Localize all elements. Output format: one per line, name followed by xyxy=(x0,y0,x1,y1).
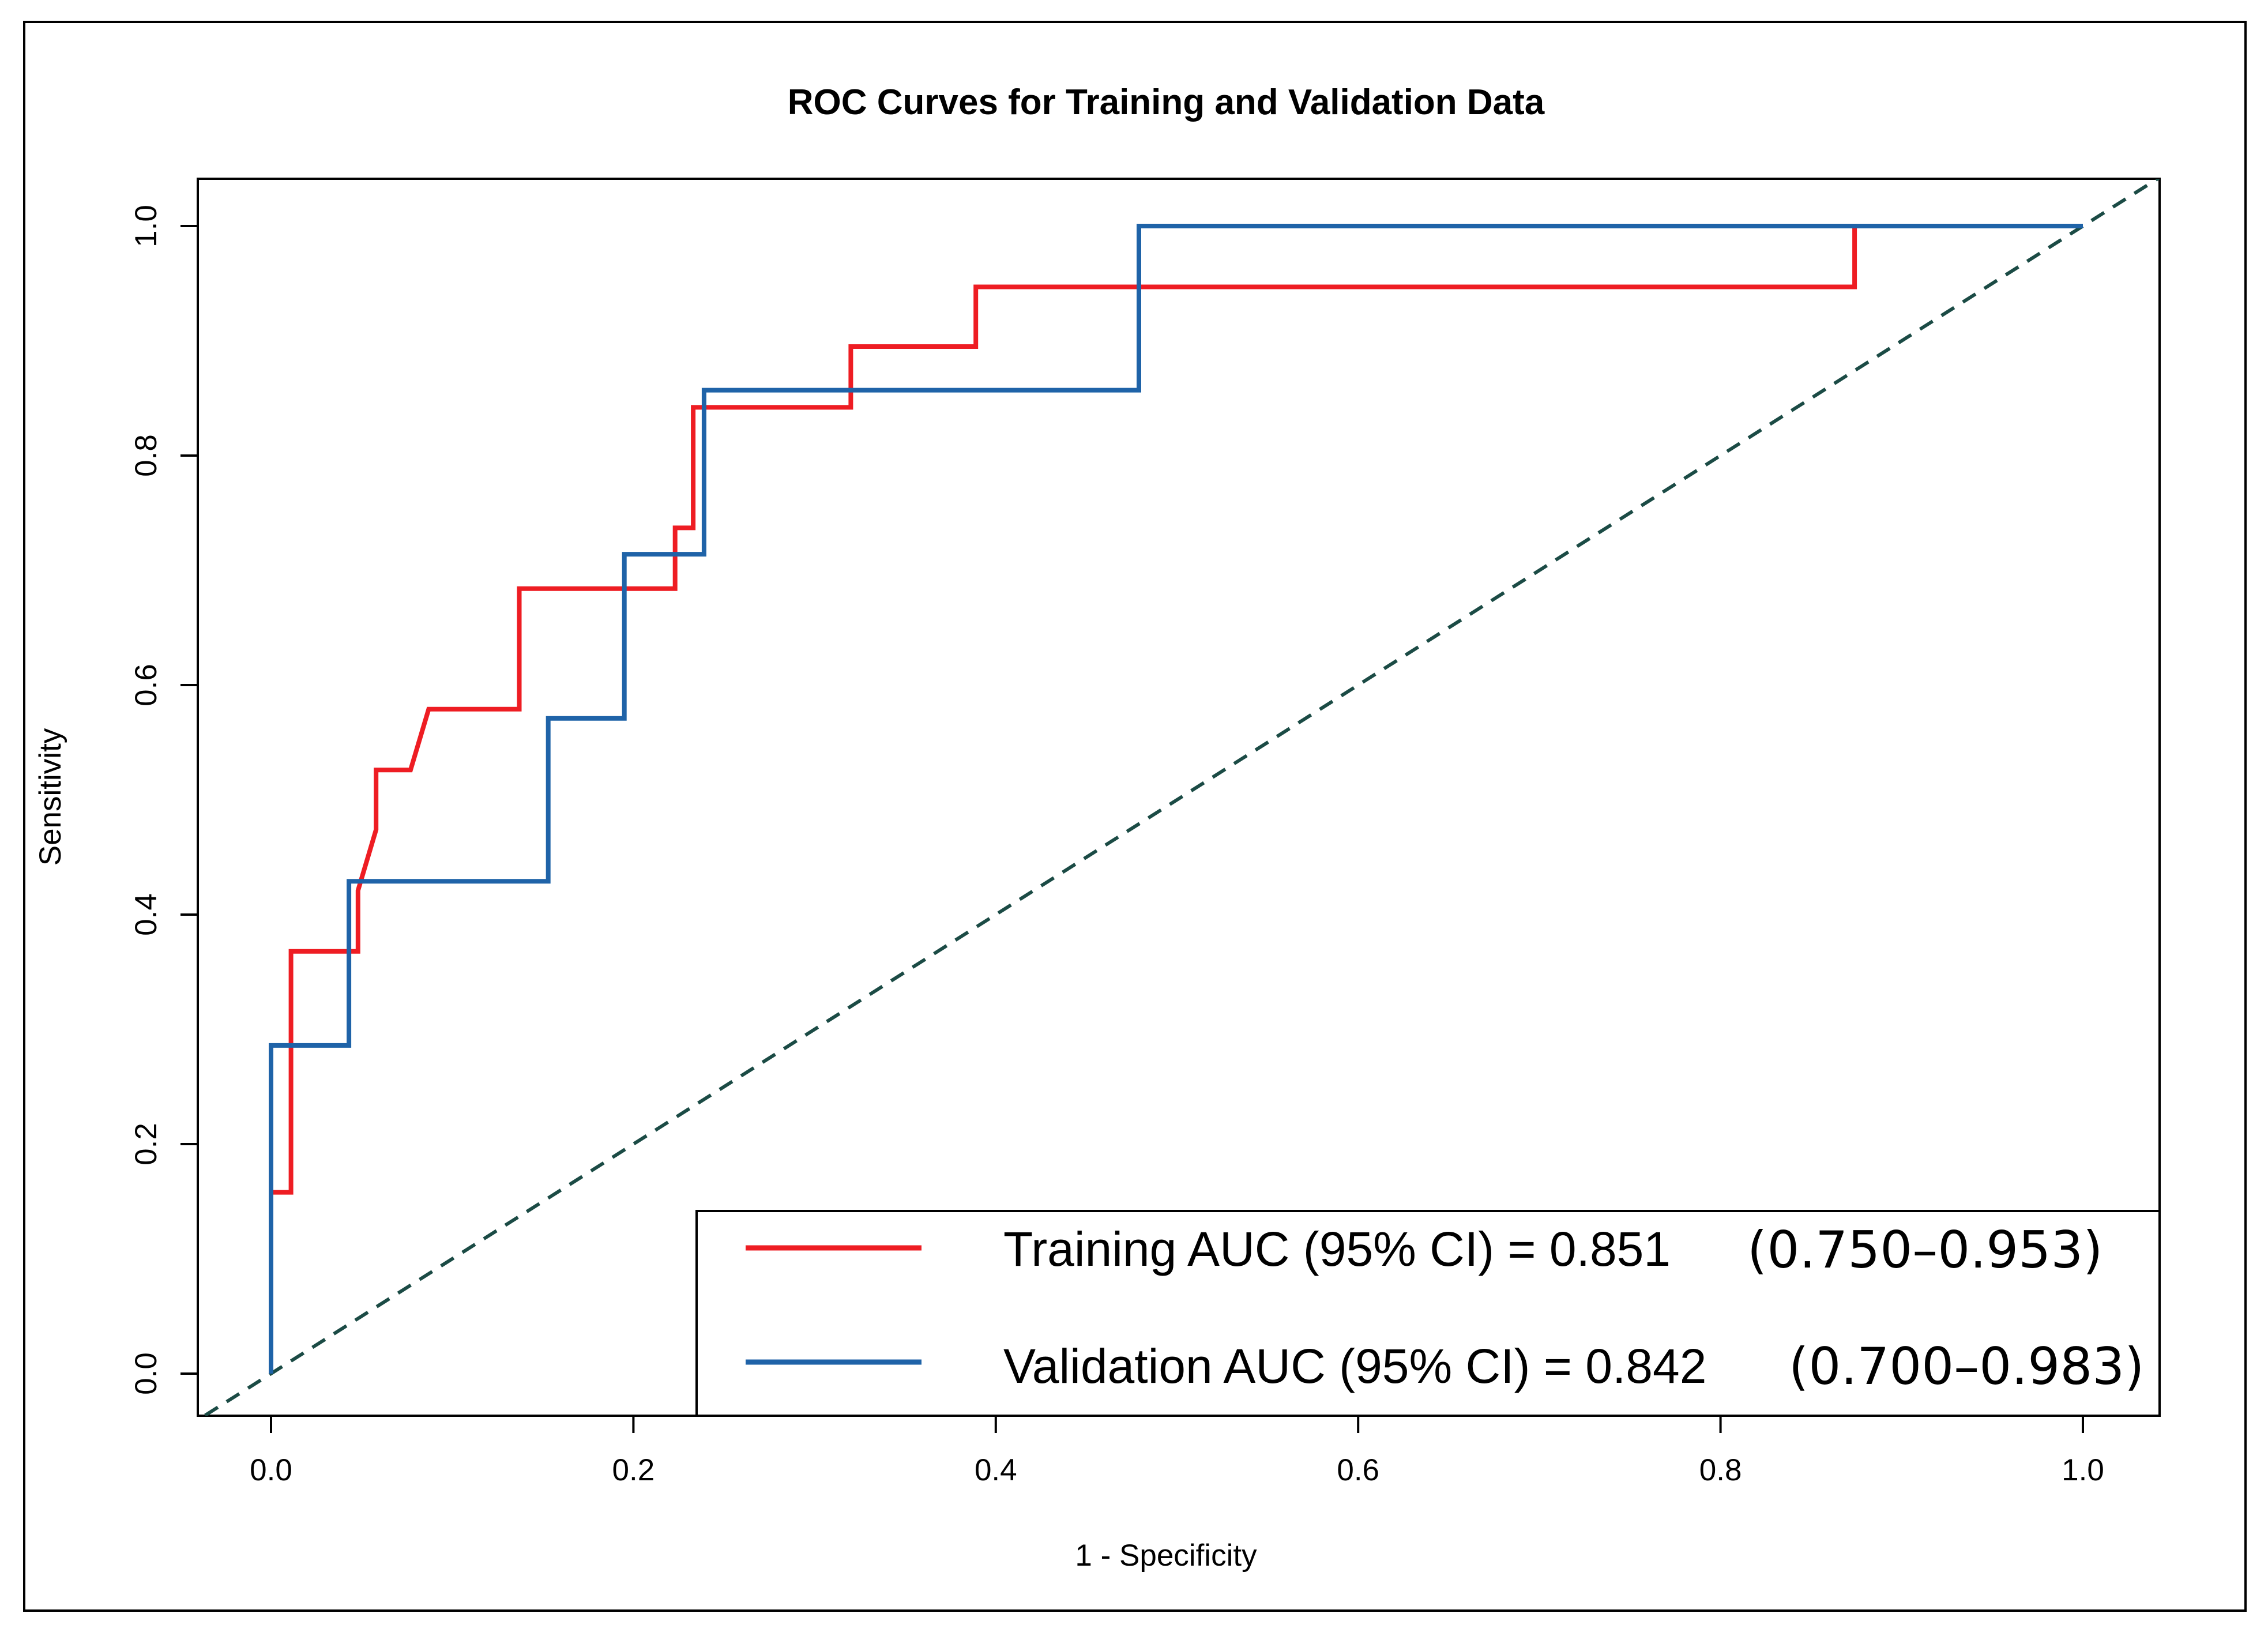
y-tick-label: 0.6 xyxy=(129,664,163,706)
y-axis: 0.0 0.2 0.4 0.6 0.8 1.0 xyxy=(129,205,199,1395)
legend-box xyxy=(695,1210,2161,1417)
roc-curve-training xyxy=(269,224,2083,1374)
x-tick-label: 0.0 xyxy=(250,1453,292,1487)
legend: Training AUC (95% CI) = 0.851 (0.750–0.9… xyxy=(695,1210,2161,1417)
x-tick-label: 0.2 xyxy=(612,1453,655,1487)
data-layer xyxy=(201,179,2160,1416)
x-tick-label: 0.4 xyxy=(975,1453,1017,1487)
y-tick-label: 0.0 xyxy=(129,1352,163,1395)
roc-curve-validation xyxy=(269,224,2083,1374)
x-tick-label: 0.6 xyxy=(1337,1453,1379,1487)
legend-label-validation: Validation AUC (95% CI) = 0.842 xyxy=(1003,1339,1706,1393)
legend-label-training: Training AUC (95% CI) = 0.851 xyxy=(1003,1222,1671,1276)
y-tick-label: 0.8 xyxy=(129,434,163,477)
legend-ci-validation: (0.700–0.983) xyxy=(1789,1337,2145,1396)
chart-title: ROC Curves for Training and Validation D… xyxy=(788,82,1545,122)
x-tick-label: 1.0 xyxy=(2062,1453,2104,1487)
y-tick-label: 1.0 xyxy=(129,205,163,247)
y-axis-title: Sensitivity xyxy=(33,728,67,866)
x-axis-title: 1 - Specificity xyxy=(1075,1539,1257,1573)
x-tick-label: 0.8 xyxy=(1699,1453,1742,1487)
legend-ci-training: (0.750–0.953) xyxy=(1747,1220,2103,1280)
y-tick-label: 0.2 xyxy=(129,1123,163,1165)
reference-diagonal-line xyxy=(201,179,2160,1416)
y-tick-label: 0.4 xyxy=(129,893,163,936)
